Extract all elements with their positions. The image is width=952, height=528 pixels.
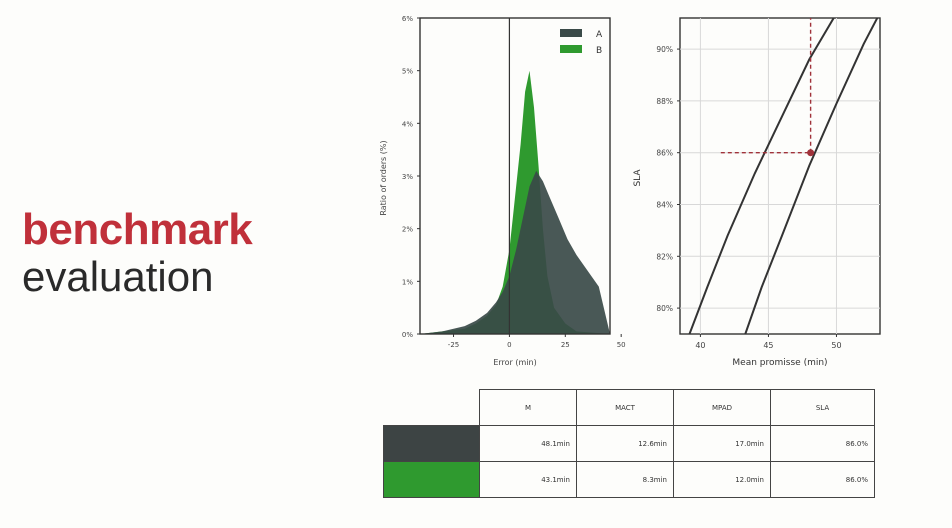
legend-label-a: A — [596, 30, 603, 40]
headline-word-benchmark: benchmark — [22, 205, 253, 254]
table-cell: 86.0% — [770, 425, 875, 462]
histogram-x-tick-label: 50 — [617, 341, 626, 349]
histogram-legend: A B — [560, 29, 603, 56]
sla-y-tick-label: 80% — [656, 304, 673, 313]
sla-y-axis-label: SLA — [633, 169, 643, 187]
sla-y-tick-label: 86% — [656, 149, 673, 158]
sla-series-layer — [688, 18, 879, 334]
table-row: 48.1min 12.6min 17.0min 86.0% — [383, 425, 875, 462]
sla-x-tick-label: 45 — [763, 341, 773, 350]
table-cell: 8.3min — [576, 461, 674, 498]
legend-swatch-b — [560, 45, 582, 53]
sla-x-tick-label: 40 — [695, 341, 705, 350]
table-header-row: M MACT MPAD SLA — [384, 389, 875, 426]
histogram-series-layer — [420, 18, 610, 334]
table-cell: 17.0min — [673, 425, 771, 462]
histogram-y-axis-label: Ratio of orders (%) — [379, 140, 388, 215]
sla-y-tick-label: 90% — [656, 45, 673, 54]
sla-tick-layer: 80% 82% 84% 86% 88% 90% 40 45 50 — [656, 45, 841, 350]
sla-curve-1 — [688, 18, 835, 334]
table-corner-cell — [384, 390, 480, 426]
histogram-y-tick-label: 0% — [402, 331, 413, 339]
table-cell: 43.1min — [479, 461, 577, 498]
sla-y-tick-label: 88% — [656, 97, 673, 106]
table-header-cell: MACT — [576, 389, 674, 426]
sla-grid-layer — [680, 18, 880, 334]
table-cell: 48.1min — [479, 425, 577, 462]
histogram-y-tick-label: 5% — [402, 68, 413, 76]
sla-x-axis-label: Mean promisse (min) — [732, 358, 827, 368]
sla-plot-frame — [679, 17, 881, 335]
legend-label-b: B — [596, 46, 602, 56]
histogram-x-axis-label: Error (min) — [493, 358, 536, 367]
row-color-swatch — [383, 461, 480, 498]
histogram-x-tick-label: 25 — [561, 341, 570, 349]
legend-swatch-a — [560, 29, 582, 37]
histogram-series-b — [420, 70, 610, 334]
sla-y-tick-label: 82% — [656, 252, 673, 261]
histogram-tick-layer: 0% 1% 2% 3% 4% 5% 6% -25 0 25 50 — [402, 15, 626, 349]
sla-curve-2 — [744, 18, 879, 334]
table-header-cell: SLA — [770, 389, 875, 426]
row-color-swatch — [383, 425, 480, 462]
histogram-series-a — [420, 170, 610, 334]
sla-y-tick-label: 84% — [656, 200, 673, 209]
headline-word-evaluation: evaluation — [22, 253, 214, 300]
slide-headline: benchmark evaluation — [22, 205, 253, 300]
table-cell: 86.0% — [770, 461, 875, 498]
histogram-x-tick-label: -25 — [448, 341, 459, 349]
table-header-cell: MPAD — [673, 389, 771, 426]
sla-x-tick-label: 50 — [831, 341, 841, 350]
table-cell: 12.0min — [673, 461, 771, 498]
table-cell: 12.6min — [576, 425, 674, 462]
sla-target-marker — [807, 149, 815, 157]
histogram-y-tick-label: 6% — [402, 15, 413, 23]
histogram-y-tick-label: 1% — [402, 278, 413, 286]
histogram-y-tick-label: 2% — [402, 226, 413, 234]
histogram-x-tick-label: 0 — [507, 341, 511, 349]
table-row: 43.1min 8.3min 12.0min 86.0% — [383, 461, 875, 498]
comparison-table: M MACT MPAD SLA 48.1min 12.6min 17.0min … — [383, 389, 875, 498]
histogram-y-tick-label: 4% — [402, 120, 413, 128]
histogram-y-tick-label: 3% — [402, 173, 413, 181]
table-header-cell: M — [479, 389, 577, 426]
